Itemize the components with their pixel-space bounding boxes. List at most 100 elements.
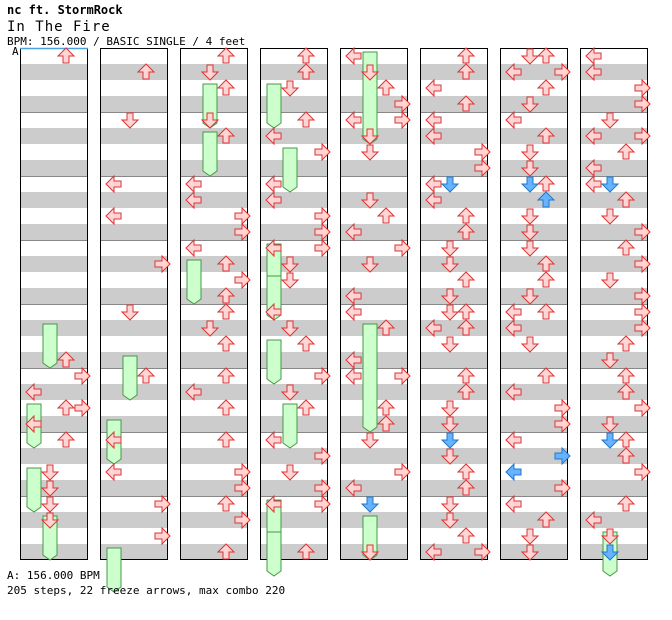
step-arrow-down xyxy=(520,144,540,161)
arrow-shape xyxy=(520,224,540,241)
step-arrow-right xyxy=(154,494,171,514)
arrow-shape xyxy=(634,222,651,242)
step-arrow-left xyxy=(185,238,202,258)
beat-band xyxy=(500,416,568,432)
arrow-shape xyxy=(360,64,380,81)
arrow-shape xyxy=(120,112,140,129)
arrow-shape xyxy=(536,47,556,64)
arrow-shape xyxy=(474,158,491,178)
step-arrow-right xyxy=(474,158,491,178)
arrow-shape xyxy=(616,447,636,464)
arrow-shape xyxy=(280,256,300,273)
arrow-shape xyxy=(265,190,282,210)
arrow-shape xyxy=(456,95,476,112)
arrow-shape xyxy=(394,238,411,258)
step-arrow-left xyxy=(425,110,442,130)
arrow-shape xyxy=(600,528,620,545)
step-arrow-right xyxy=(634,126,651,146)
beat-band xyxy=(180,352,248,368)
beat-band xyxy=(420,384,488,400)
step-arrow-down xyxy=(360,128,380,145)
step-arrow-up xyxy=(536,175,556,192)
step-arrow-down xyxy=(520,208,540,225)
beat-band xyxy=(500,384,568,400)
step-arrow-left xyxy=(265,494,282,514)
arrow-shape xyxy=(265,494,282,514)
arrow-shape xyxy=(634,126,651,146)
step-arrow-right xyxy=(554,446,571,466)
step-arrow-up xyxy=(536,47,556,64)
arrow-shape xyxy=(120,304,140,321)
step-arrow-left xyxy=(585,126,602,146)
arrow-shape xyxy=(234,222,251,242)
step-arrow-down xyxy=(600,112,620,129)
arrow-shape xyxy=(634,462,651,482)
arrow-shape xyxy=(296,111,316,128)
beat-band xyxy=(420,320,488,336)
arrow-shape xyxy=(585,46,602,66)
arrow-shape xyxy=(440,496,460,513)
beat-band xyxy=(100,224,168,240)
arrow-shape xyxy=(185,238,202,258)
step-arrow-up xyxy=(376,415,396,432)
beat-band xyxy=(100,160,168,176)
beat-band xyxy=(260,480,328,496)
beat-band xyxy=(420,192,488,208)
beat-band xyxy=(580,224,648,240)
arrow-shape xyxy=(25,414,42,434)
arrow-shape xyxy=(440,416,460,433)
song-title: In The Fire xyxy=(7,19,111,35)
arrow-shape xyxy=(360,496,380,513)
arrow-shape xyxy=(74,366,91,386)
step-arrow-down xyxy=(40,496,60,513)
arrow-shape xyxy=(234,270,251,290)
arrow-shape xyxy=(425,126,442,146)
column-frame xyxy=(260,48,328,560)
step-arrow-up xyxy=(536,127,556,144)
arrow-shape xyxy=(136,63,156,80)
beat-band xyxy=(180,416,248,432)
arrow-shape xyxy=(456,367,476,384)
arrow-shape xyxy=(216,127,236,144)
step-arrow-left xyxy=(585,46,602,66)
beat-band xyxy=(420,128,488,144)
step-arrow-left xyxy=(105,462,122,482)
arrow-shape xyxy=(265,126,282,146)
step-arrow-down xyxy=(40,512,60,529)
arrow-shape xyxy=(600,176,620,193)
step-arrow-up xyxy=(536,367,556,384)
beat-band xyxy=(180,448,248,464)
step-arrow-down xyxy=(40,464,60,481)
beat-band xyxy=(340,160,408,176)
arrow-shape xyxy=(440,432,460,449)
beat-band xyxy=(580,64,648,80)
arrow-shape xyxy=(40,512,60,529)
step-arrow-left xyxy=(345,222,362,242)
beat-band xyxy=(500,320,568,336)
arrow-shape xyxy=(536,175,556,192)
beat-band xyxy=(20,448,88,464)
arrow-shape xyxy=(216,367,236,384)
beat-band xyxy=(20,192,88,208)
arrow-shape xyxy=(314,238,331,258)
step-arrow-down xyxy=(440,496,460,513)
beat-band xyxy=(100,256,168,272)
arrow-shape xyxy=(105,462,122,482)
arrow-shape xyxy=(216,79,236,96)
step-arrow-down xyxy=(440,176,460,193)
arrow-shape xyxy=(376,207,396,224)
beat-band xyxy=(500,128,568,144)
step-arrow-up xyxy=(216,303,236,320)
step-arrow-down xyxy=(440,304,460,321)
step-arrow-left xyxy=(345,302,362,322)
step-arrow-up xyxy=(296,335,316,352)
beat-band xyxy=(420,352,488,368)
step-arrow-left xyxy=(585,62,602,82)
arrow-shape xyxy=(74,398,91,418)
arrow-shape xyxy=(616,239,636,256)
step-arrow-left xyxy=(345,46,362,66)
arrow-shape xyxy=(585,510,602,530)
step-arrow-left xyxy=(505,494,522,514)
arrow-shape xyxy=(314,478,331,498)
step-arrow-down xyxy=(600,272,620,289)
